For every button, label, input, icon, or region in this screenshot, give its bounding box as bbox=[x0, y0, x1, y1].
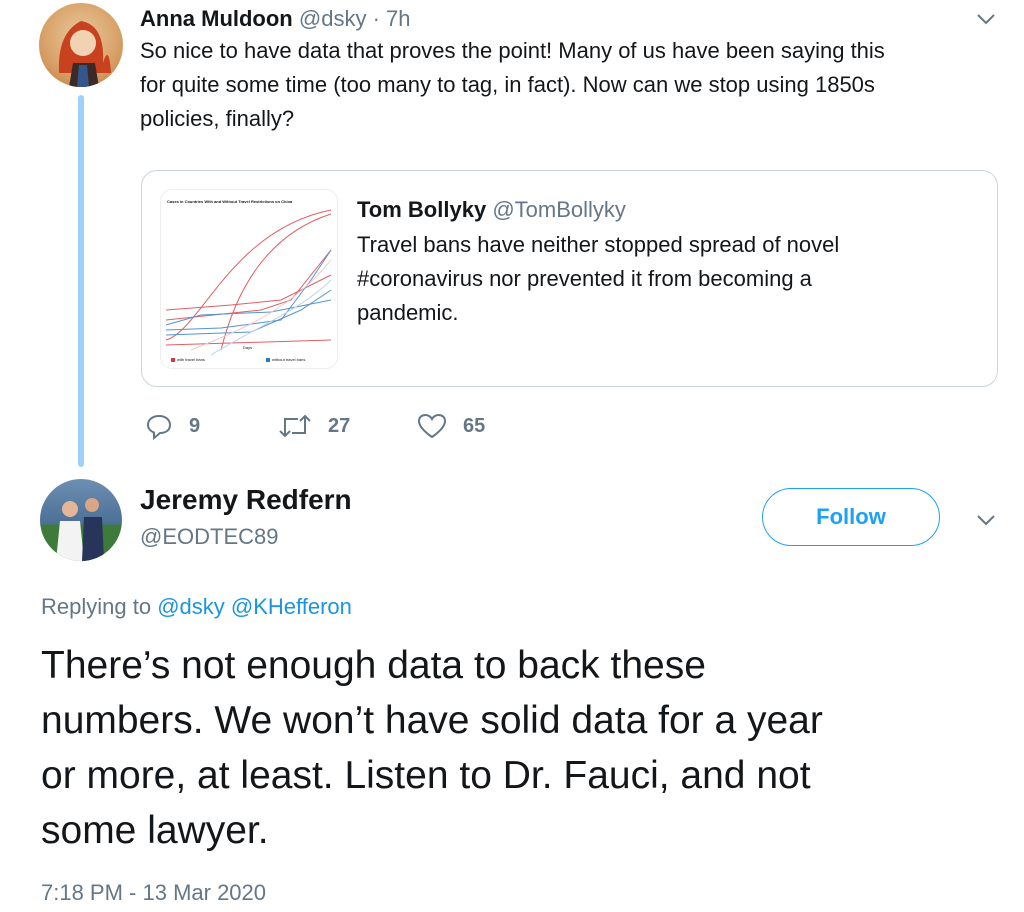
chevron-down-icon[interactable] bbox=[975, 8, 997, 30]
chart-line bbox=[220, 213, 332, 351]
tweet-text-line: numbers. We won’t have solid data for a … bbox=[41, 699, 823, 742]
chart-line bbox=[165, 339, 332, 346]
chart-line bbox=[165, 299, 332, 326]
thumbnail-chart bbox=[165, 209, 332, 362]
author-handle[interactable]: @dsky bbox=[298, 6, 367, 31]
legend-without: without travel bans bbox=[272, 357, 306, 362]
separator: · bbox=[366, 6, 387, 31]
quoted-tweet-thumbnail[interactable]: Cases in Countries With and Without Trav… bbox=[160, 189, 338, 369]
like-action[interactable]: 65 bbox=[417, 412, 485, 440]
reply-count: 9 bbox=[189, 414, 201, 437]
avatar-illustration bbox=[58, 21, 111, 87]
like-count: 65 bbox=[463, 414, 486, 437]
retweet-count: 27 bbox=[328, 414, 351, 437]
retweet-icon bbox=[279, 414, 311, 438]
thread-line bbox=[78, 95, 84, 467]
replying-prefix: Replying to bbox=[41, 594, 158, 619]
reply-icon bbox=[146, 414, 172, 440]
tweet-text-line: some lawyer. bbox=[41, 809, 269, 852]
chart-line bbox=[165, 289, 332, 336]
tweet-text: So nice to have data that proves the poi… bbox=[140, 34, 885, 136]
author-handle[interactable]: @EODTEC89 bbox=[140, 524, 279, 549]
tweet-timestamp[interactable]: 7:18 PM - 13 Mar 2020 bbox=[41, 880, 267, 905]
retweet-action[interactable]: 27 bbox=[278, 412, 350, 440]
avatar-jeremy-redfern[interactable] bbox=[40, 479, 122, 561]
tweet-text-line: So nice to have data that proves the poi… bbox=[140, 38, 885, 63]
tweet-text-line: policies, finally? bbox=[140, 106, 295, 131]
quoted-author-name: Tom Bollyky bbox=[357, 197, 487, 222]
chart-line bbox=[190, 259, 332, 351]
chart-line bbox=[165, 274, 332, 311]
legend-with: with travel bans bbox=[177, 357, 205, 362]
avatar-photo bbox=[56, 498, 104, 561]
chart-line bbox=[165, 209, 332, 341]
quoted-text: Travel bans have neither stopped spread … bbox=[357, 228, 839, 330]
tweet-text-line: There’s not enough data to back these bbox=[41, 644, 706, 687]
replying-to: Replying to @dsky @KHefferon bbox=[41, 594, 352, 620]
quoted-text-line: pandemic. bbox=[357, 300, 459, 325]
legend-swatch-with bbox=[171, 358, 175, 362]
author-name[interactable]: Jeremy Redfern bbox=[140, 484, 352, 515]
chart-line bbox=[165, 249, 332, 331]
mention-link[interactable]: @KHefferon bbox=[230, 594, 352, 619]
thumbnail-xlabel: Days bbox=[243, 345, 253, 350]
legend-swatch-without bbox=[266, 358, 270, 362]
tweet-text-line: or more, at least. Listen to Dr. Fauci, … bbox=[41, 754, 811, 797]
avatar-anna-muldoon[interactable] bbox=[39, 3, 123, 87]
quoted-header: Tom Bollyky @TomBollyky bbox=[357, 193, 626, 227]
tweet-time[interactable]: 7h bbox=[386, 6, 411, 31]
chevron-down-icon[interactable] bbox=[975, 509, 997, 531]
thumbnail-title: Cases in Countries With and Without Trav… bbox=[167, 199, 293, 204]
chart-line bbox=[210, 279, 332, 356]
follow-button[interactable]: Follow bbox=[762, 488, 940, 546]
quoted-text-line: Travel bans have neither stopped spread … bbox=[357, 232, 840, 257]
quoted-text-line: #coronavirus nor prevented it from becom… bbox=[357, 266, 812, 291]
quoted-author-handle: @TomBollyky bbox=[492, 197, 626, 222]
tweet-header: Anna Muldoon @dsky · 7h bbox=[140, 2, 411, 36]
tweet-text-line: for quite some time (too many to tag, in… bbox=[140, 72, 875, 97]
chart-line bbox=[165, 249, 332, 321]
author-name[interactable]: Anna Muldoon bbox=[140, 6, 293, 31]
mention-link[interactable]: @dsky bbox=[157, 594, 225, 619]
tweet-text: There’s not enough data to back these nu… bbox=[41, 638, 1011, 858]
heart-icon bbox=[417, 413, 447, 439]
quoted-tweet-card[interactable]: Cases in Countries With and Without Trav… bbox=[141, 170, 998, 387]
reply-action[interactable]: 9 bbox=[145, 412, 200, 440]
